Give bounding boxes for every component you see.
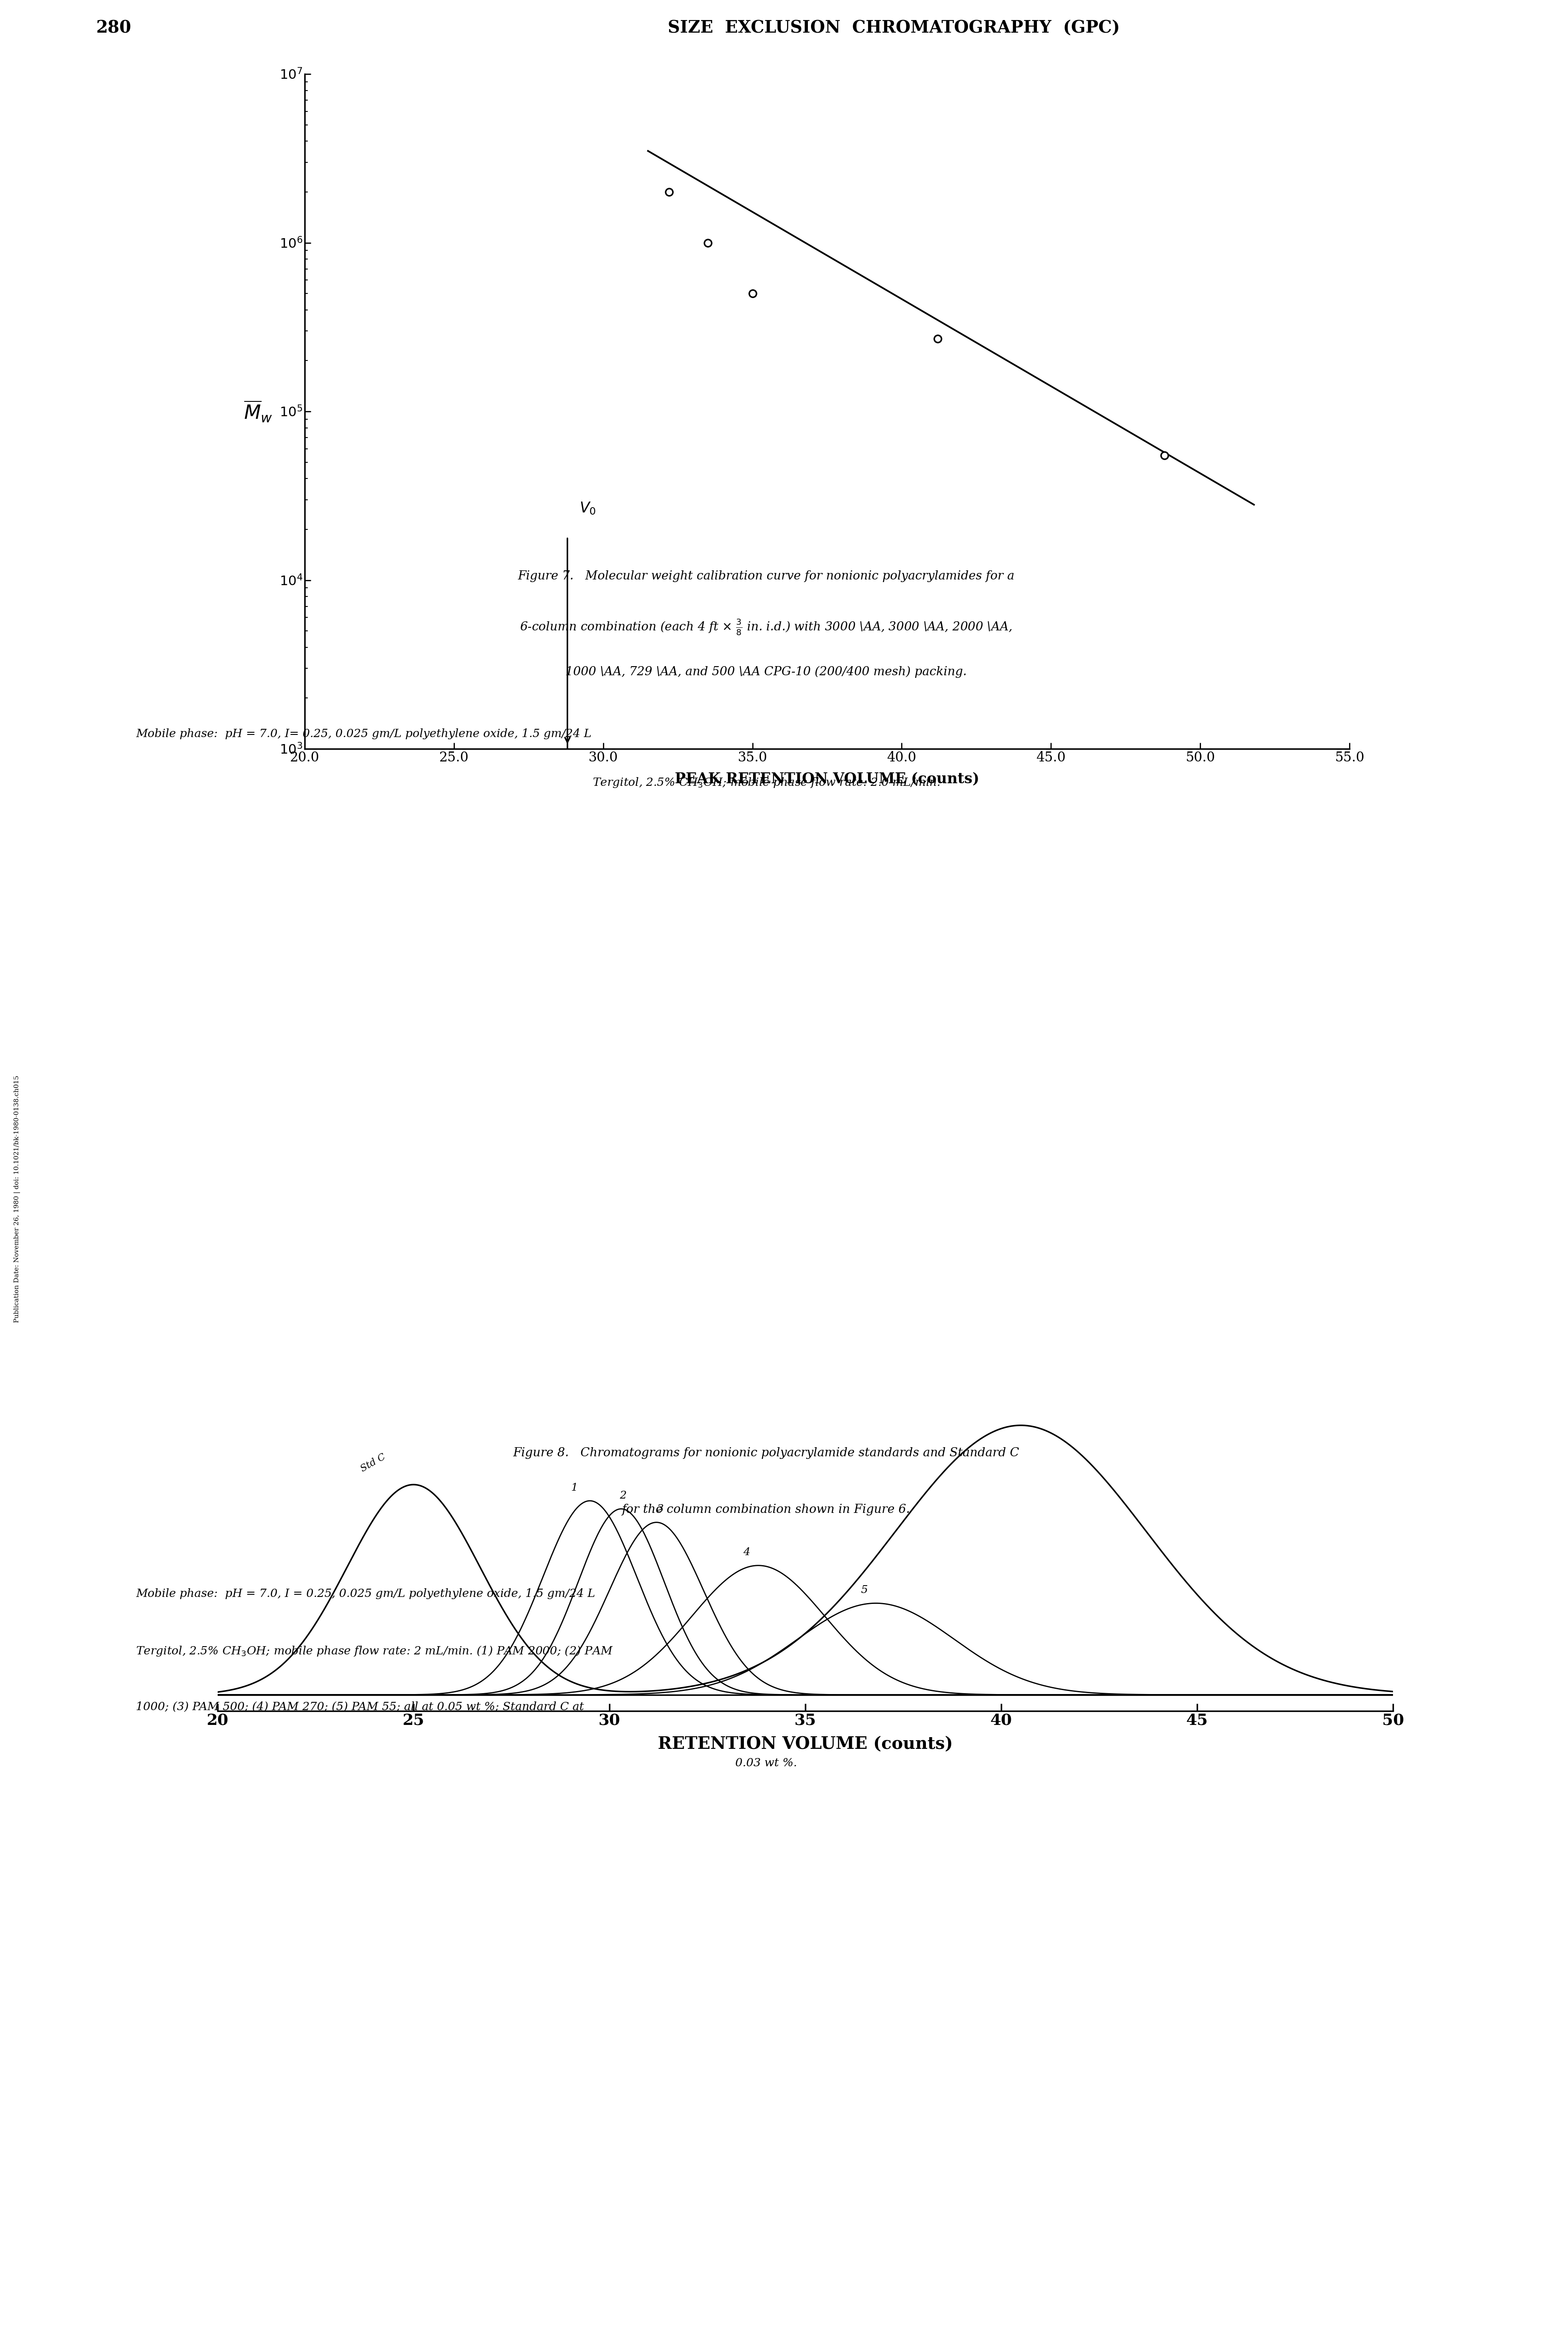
- X-axis label: PEAK RETENTION VOLUME (counts): PEAK RETENTION VOLUME (counts): [674, 771, 980, 785]
- Text: 4: 4: [743, 1547, 750, 1556]
- Text: 2: 2: [619, 1491, 627, 1500]
- Text: 6-column combination (each 4 ft $\times$ $\frac{3}{8}$ in. i.d.) with 3000 \AA, : 6-column combination (each 4 ft $\times$…: [521, 618, 1013, 637]
- Text: Std C: Std C: [359, 1453, 387, 1474]
- Text: 5: 5: [861, 1585, 867, 1594]
- Text: 1000 \AA, 729 \AA, and 500 \AA CPG-10 (200/400 mesh) packing.: 1000 \AA, 729 \AA, and 500 \AA CPG-10 (2…: [566, 665, 967, 677]
- Text: Tergitol, 2.5% CH$_3$OH; mobile phase flow rate: 2 mL/min. (1) PAM 2000; (2) PAM: Tergitol, 2.5% CH$_3$OH; mobile phase fl…: [136, 1646, 613, 1657]
- Text: Mobile phase:  pH = 7.0, I= 0.25, 0.025 gm/L polyethylene oxide, 1.5 gm/24 L: Mobile phase: pH = 7.0, I= 0.25, 0.025 g…: [136, 729, 591, 738]
- Text: 0.03 wt %.: 0.03 wt %.: [735, 1759, 797, 1768]
- Text: Figure 8.   Chromatograms for nonionic polyacrylamide standards and Standard C: Figure 8. Chromatograms for nonionic pol…: [513, 1448, 1019, 1460]
- Text: for the column combination shown in Figure 6.: for the column combination shown in Figu…: [622, 1505, 911, 1516]
- Text: 3: 3: [657, 1505, 663, 1514]
- Text: Figure 7.   Molecular weight calibration curve for nonionic polyacrylamides for : Figure 7. Molecular weight calibration c…: [517, 571, 1014, 583]
- Y-axis label: $\overline{M}_w$: $\overline{M}_w$: [243, 400, 273, 423]
- Text: Mobile phase:  pH = 7.0, I = 0.25, 0.025 gm/L polyethylene oxide, 1.5 gm/24 L: Mobile phase: pH = 7.0, I = 0.25, 0.025 …: [136, 1589, 596, 1599]
- Text: Publication Date: November 26, 1980 | doi: 10.1021/bk-1980-0138.ch015: Publication Date: November 26, 1980 | do…: [14, 1074, 20, 1324]
- Text: 1: 1: [571, 1483, 577, 1493]
- Text: 280: 280: [96, 21, 132, 38]
- X-axis label: RETENTION VOLUME (counts): RETENTION VOLUME (counts): [657, 1737, 953, 1754]
- Text: Tergitol, 2.5% CH$_3$OH; mobile phase flow rate: 2.0 mL/min.: Tergitol, 2.5% CH$_3$OH; mobile phase fl…: [593, 776, 941, 790]
- Text: $V_0$: $V_0$: [579, 501, 596, 515]
- Text: 1000; (3) PAM 500; (4) PAM 270; (5) PAM 55; all at 0.05 wt %; Standard C at: 1000; (3) PAM 500; (4) PAM 270; (5) PAM …: [136, 1702, 585, 1712]
- Text: SIZE  EXCLUSION  CHROMATOGRAPHY  (GPC): SIZE EXCLUSION CHROMATOGRAPHY (GPC): [668, 21, 1120, 38]
